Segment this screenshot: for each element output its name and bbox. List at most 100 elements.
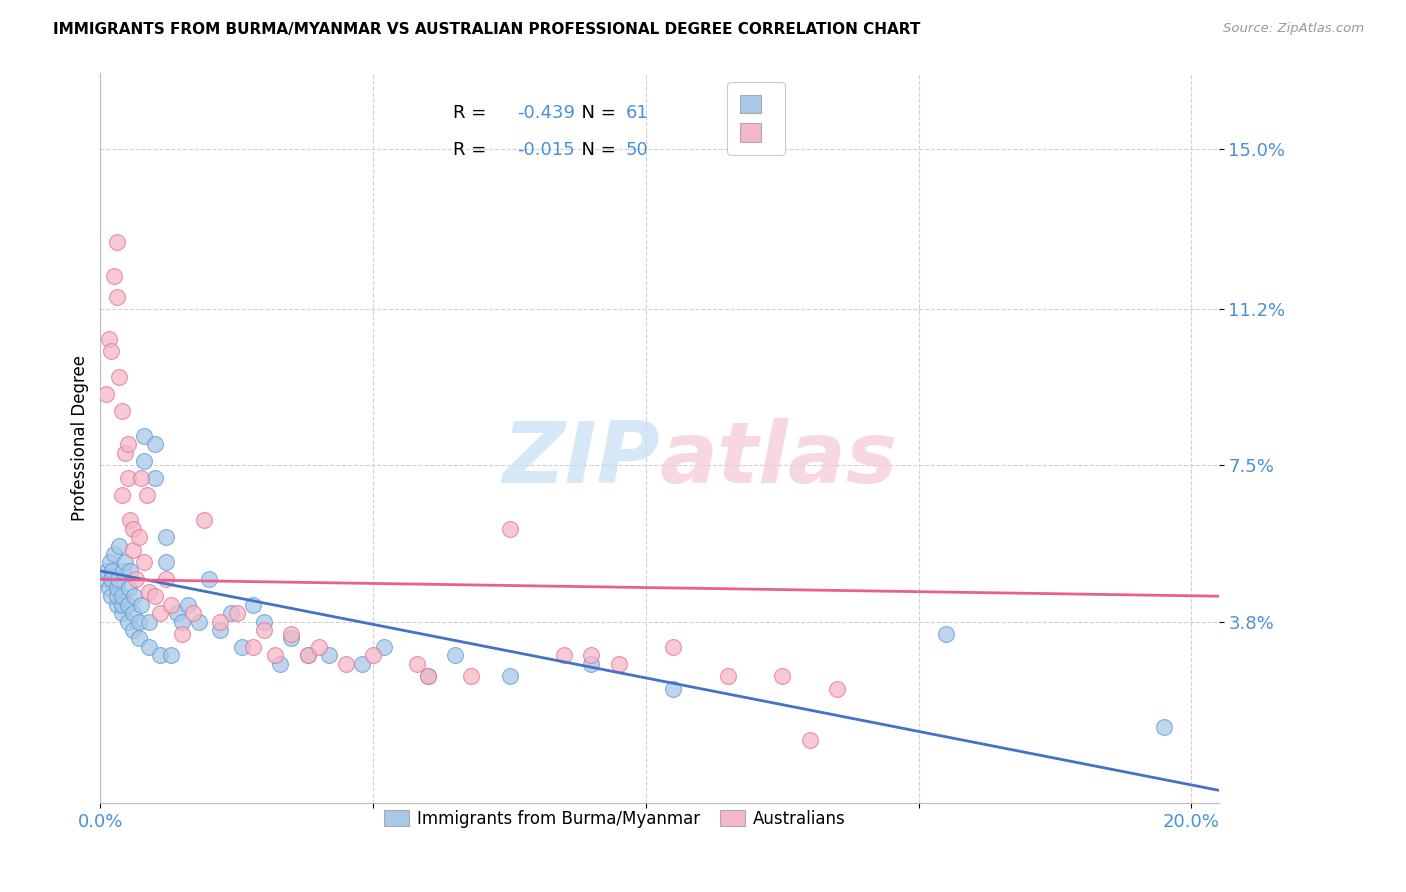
Text: R =: R =	[453, 141, 492, 159]
Point	[176, 598, 198, 612]
Text: R =: R =	[453, 104, 492, 122]
Point	[149, 606, 172, 620]
Point	[132, 454, 155, 468]
Point	[100, 572, 122, 586]
Point	[112, 564, 135, 578]
Point	[935, 627, 957, 641]
Point	[770, 669, 793, 683]
Point	[269, 657, 291, 671]
Point	[187, 615, 209, 629]
Point	[581, 648, 603, 663]
Point	[117, 437, 139, 451]
Point	[122, 542, 145, 557]
Point	[138, 615, 160, 629]
Point	[172, 627, 194, 641]
Point	[280, 632, 302, 646]
Text: Source: ZipAtlas.com: Source: ZipAtlas.com	[1223, 22, 1364, 36]
Point	[825, 681, 848, 696]
Point	[120, 564, 142, 578]
Point	[103, 547, 125, 561]
Point	[117, 615, 139, 629]
Point	[135, 488, 157, 502]
Point	[117, 598, 139, 612]
Point	[219, 606, 242, 620]
Point	[318, 648, 340, 663]
Point	[444, 648, 467, 663]
Point	[97, 332, 120, 346]
Point	[111, 606, 134, 620]
Point	[105, 589, 128, 603]
Point	[1153, 720, 1175, 734]
Point	[416, 669, 439, 683]
Point	[103, 268, 125, 283]
Legend: Immigrants from Burma/Myanmar, Australians: Immigrants from Burma/Myanmar, Australia…	[377, 804, 852, 835]
Point	[172, 615, 194, 629]
Point	[253, 623, 276, 637]
Text: 50: 50	[626, 141, 648, 159]
Point	[143, 589, 166, 603]
Point	[94, 386, 117, 401]
Point	[160, 598, 183, 612]
Point	[122, 522, 145, 536]
Point	[662, 640, 685, 654]
Point	[405, 657, 427, 671]
Point	[581, 657, 603, 671]
Point	[132, 429, 155, 443]
Point	[108, 369, 131, 384]
Text: N =: N =	[569, 141, 621, 159]
Text: 61: 61	[626, 104, 648, 122]
Point	[114, 446, 136, 460]
Point	[498, 522, 520, 536]
Text: N =: N =	[569, 104, 621, 122]
Point	[128, 615, 150, 629]
Point	[129, 471, 152, 485]
Point	[122, 589, 145, 603]
Point	[138, 640, 160, 654]
Point	[111, 598, 134, 612]
Point	[460, 669, 482, 683]
Point	[181, 606, 204, 620]
Point	[143, 437, 166, 451]
Point	[129, 598, 152, 612]
Point	[297, 648, 319, 663]
Point	[105, 598, 128, 612]
Point	[160, 648, 183, 663]
Point	[335, 657, 357, 671]
Point	[100, 344, 122, 359]
Point	[155, 530, 177, 544]
Point	[297, 648, 319, 663]
Text: IMMIGRANTS FROM BURMA/MYANMAR VS AUSTRALIAN PROFESSIONAL DEGREE CORRELATION CHAR: IMMIGRANTS FROM BURMA/MYANMAR VS AUSTRAL…	[53, 22, 921, 37]
Text: -0.015: -0.015	[517, 141, 575, 159]
Point	[416, 669, 439, 683]
Text: atlas: atlas	[659, 418, 897, 501]
Point	[231, 640, 253, 654]
Point	[111, 403, 134, 417]
Point	[125, 572, 148, 586]
Point	[111, 488, 134, 502]
Point	[799, 732, 821, 747]
Point	[108, 539, 131, 553]
Point	[105, 581, 128, 595]
Point	[662, 681, 685, 696]
Point	[607, 657, 630, 671]
Point	[117, 471, 139, 485]
Point	[209, 623, 232, 637]
Point	[193, 513, 215, 527]
Point	[264, 648, 287, 663]
Point	[128, 530, 150, 544]
Point	[155, 556, 177, 570]
Point	[122, 606, 145, 620]
Point	[97, 581, 120, 595]
Point	[98, 556, 121, 570]
Point	[118, 581, 141, 595]
Point	[717, 669, 740, 683]
Point	[93, 572, 115, 586]
Point	[122, 623, 145, 637]
Point	[107, 572, 129, 586]
Point	[120, 513, 142, 527]
Point	[498, 669, 520, 683]
Point	[198, 572, 221, 586]
Point	[352, 657, 374, 671]
Point	[114, 556, 136, 570]
Point	[143, 471, 166, 485]
